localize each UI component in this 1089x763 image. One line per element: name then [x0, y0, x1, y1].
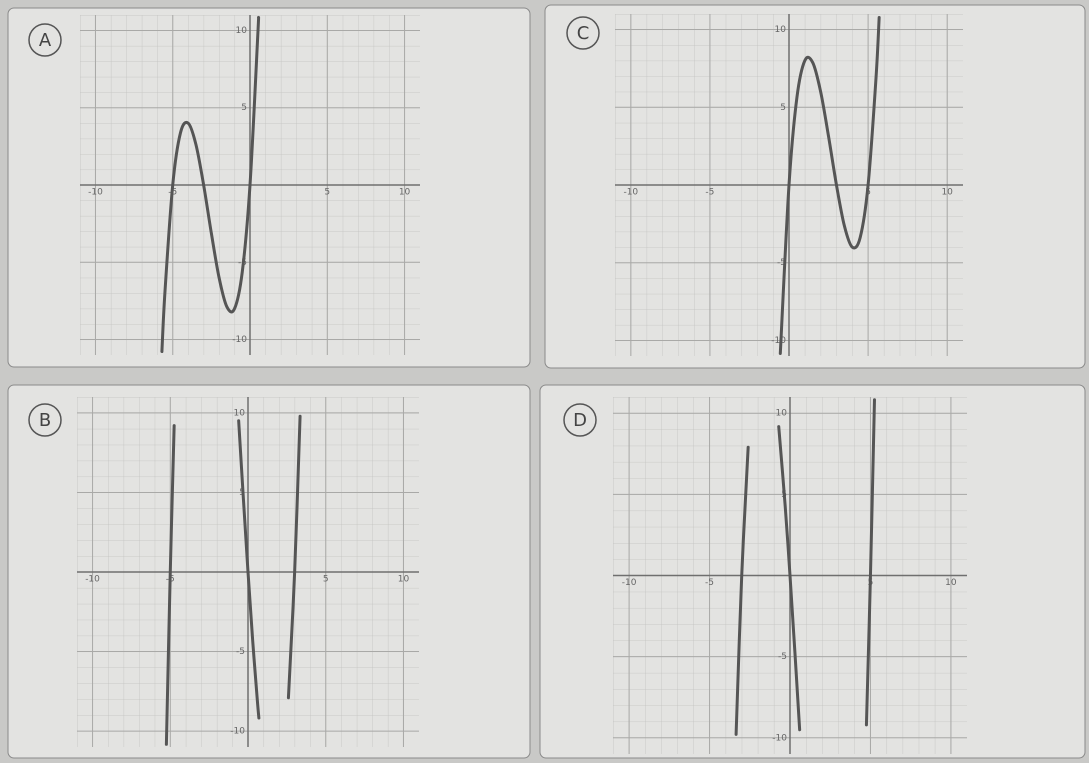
x-tick-label: -10	[85, 575, 100, 585]
label-circle	[28, 23, 62, 57]
x-tick-label: -5	[705, 578, 714, 588]
curve	[777, 425, 802, 732]
x-tick-label: 10	[398, 575, 410, 585]
x-tick-label: -10	[88, 188, 103, 198]
y-tick-label: -5	[778, 652, 787, 662]
plot	[734, 398, 876, 736]
x-tick-label: -5	[705, 188, 714, 198]
y-tick-label: 10	[236, 26, 248, 36]
curve	[286, 414, 302, 700]
curve	[237, 419, 261, 720]
y-tick-label: -10	[772, 733, 787, 743]
label-circle	[566, 16, 600, 50]
panel-label: B	[39, 410, 51, 431]
x-tick-label: 10	[945, 578, 957, 588]
label-circle	[563, 403, 597, 437]
plot	[164, 414, 302, 746]
panel-label: A	[39, 30, 52, 51]
y-tick-label: 10	[234, 408, 246, 418]
x-tick-label: -10	[622, 578, 637, 588]
y-tick-label: -5	[777, 258, 786, 268]
y-tick-label: 10	[775, 25, 787, 35]
y-tick-label: 10	[776, 409, 788, 419]
panel-label: C	[577, 23, 590, 44]
y-tick-label: 5	[780, 103, 786, 113]
plot	[778, 16, 881, 355]
y-tick-label: 5	[241, 103, 247, 113]
plot	[160, 15, 261, 353]
curve	[164, 424, 176, 746]
y-tick-label: -10	[232, 335, 247, 345]
y-tick-label: -10	[771, 336, 786, 346]
y-tick-label: -10	[230, 727, 245, 737]
x-tick-label: 5	[324, 188, 330, 198]
x-tick-label: 10	[399, 188, 411, 198]
curve	[864, 398, 876, 727]
curve	[160, 15, 261, 353]
x-tick-label: 10	[941, 188, 953, 198]
x-tick-label: 5	[323, 575, 329, 585]
y-tick-label: -5	[236, 647, 245, 657]
x-tick-label: -10	[623, 188, 638, 198]
curve	[734, 445, 750, 736]
panel-label: D	[573, 410, 587, 431]
label-circle	[28, 403, 62, 437]
curve	[778, 16, 881, 355]
